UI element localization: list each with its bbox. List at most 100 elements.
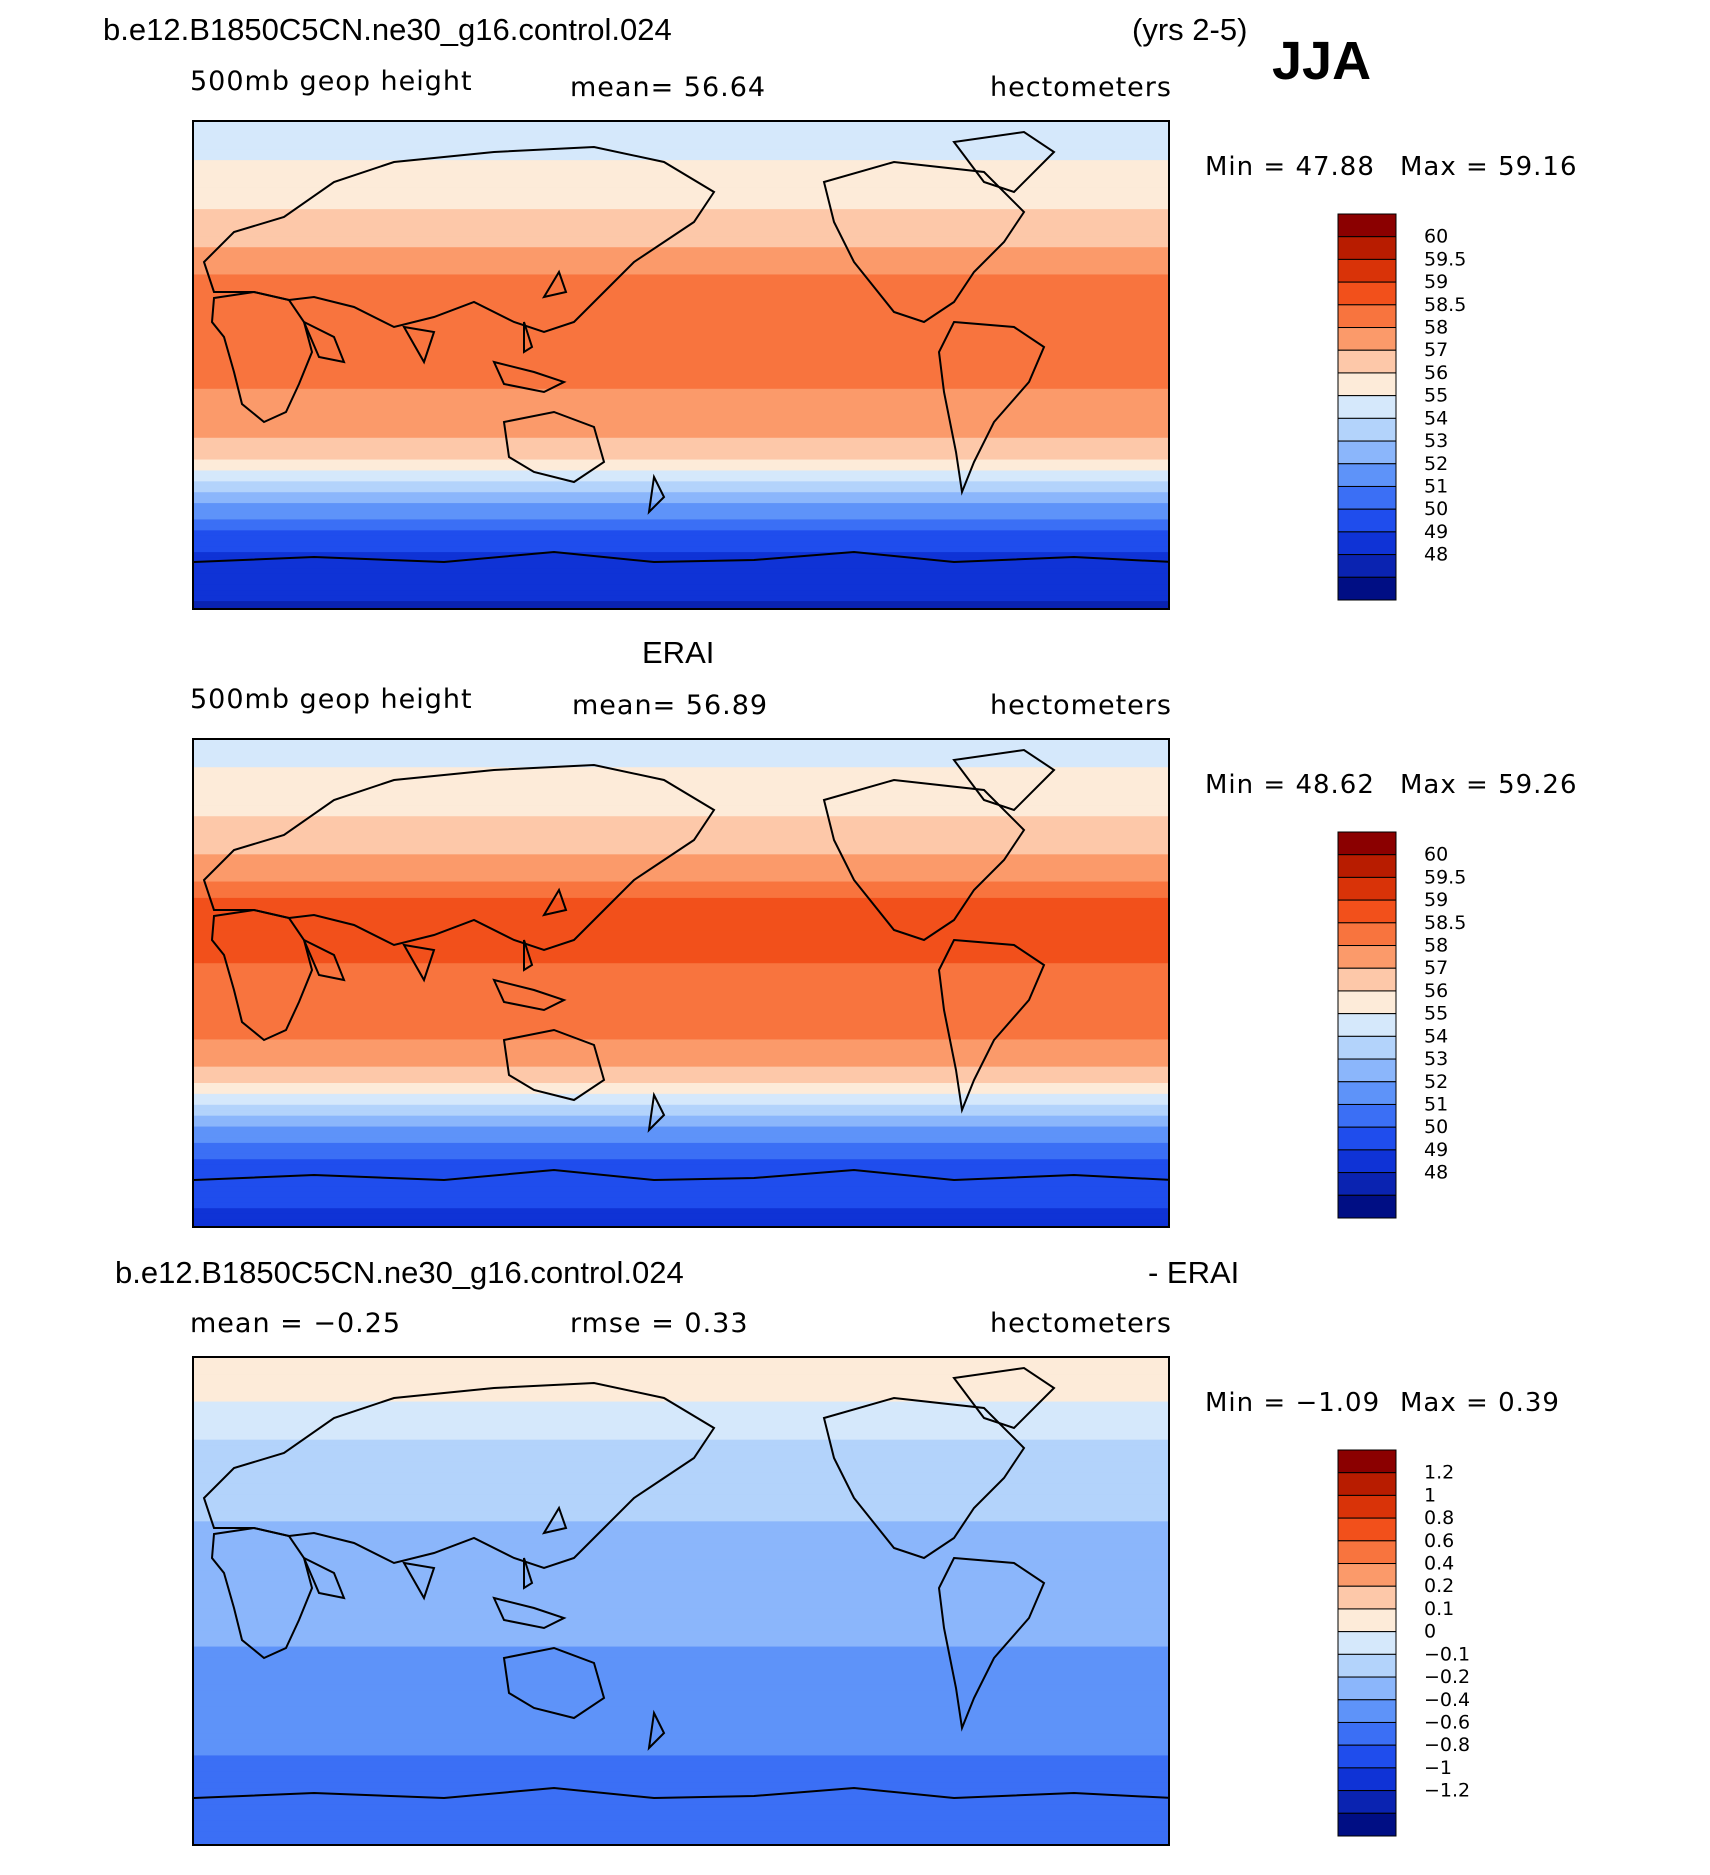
map-band [194,1077,1168,1084]
colorbar-swatch [1337,1540,1397,1565]
coastline [822,1396,1026,1560]
map-band [194,968,1168,975]
map-band [194,377,1168,384]
colorbar-label: 60 [1424,844,1448,866]
map-band [194,1483,1168,1490]
colorbar-swatch [1337,1013,1397,1037]
map-band [194,848,1168,855]
map-band [194,740,1168,747]
colorbar-swatch [1337,990,1397,1015]
coastline [492,978,567,1012]
panel1-units: hectometers [990,72,1172,103]
coastline [952,1366,1056,1430]
map-band [194,941,1168,948]
colorbar-swatch [1337,258,1397,283]
coastline [502,1646,606,1720]
colorbar-label: −0.6 [1424,1711,1470,1733]
map-band [194,892,1168,899]
map-band [194,1099,1168,1106]
colorbar-label: 49 [1424,521,1448,543]
colorbar-label: 60 [1424,226,1448,248]
colorbar-label: 54 [1424,407,1448,429]
map-band [194,274,1168,281]
map-band [194,1472,1168,1479]
map-band [194,1711,1168,1718]
map-band [194,1034,1168,1041]
map-band [194,356,1168,363]
map-band [194,1641,1168,1648]
colorbar-swatch [1337,236,1397,260]
panel2-max: Max = 59.26 [1400,770,1578,800]
panel2-colorbar: 60 59.5 59 58.5 58 57 56 55 54 53 52 51 50 49 48 [1337,831,1466,1219]
colorbar-label: 52 [1424,1071,1448,1093]
map-band [194,285,1168,292]
coastline [647,1091,666,1133]
map-band [194,1401,1168,1408]
map-band [194,832,1168,839]
map-band [194,1028,1168,1035]
map-band [194,312,1168,319]
panel3-mean: mean = −0.25 [190,1308,402,1339]
map-band [194,290,1168,297]
colorbar-label: 51 [1424,1093,1448,1115]
map-band [194,1564,1168,1571]
colorbar-swatch [1337,854,1397,878]
map-band [194,1554,1168,1561]
map-band [194,1782,1168,1789]
map-band [194,1066,1168,1073]
coastline [822,778,1026,942]
colorbar-swatch [1337,1126,1397,1151]
map-band [194,767,1168,774]
map-band [194,214,1168,221]
map-band [194,323,1168,330]
map-band [194,269,1168,276]
coastline [302,319,346,364]
map-band [194,459,1168,466]
coastline [952,748,1056,812]
map-band [194,1374,1168,1381]
map-band [194,1575,1168,1582]
map-band [194,1701,1168,1708]
panel2-mean: mean= 56.89 [572,690,769,721]
colorbar-swatch [1337,463,1397,487]
colorbar-swatch [1337,508,1397,533]
coastline [952,130,1056,194]
map-band [194,1717,1168,1724]
map-band [194,1706,1168,1713]
colorbar-label: 59.5 [1424,866,1466,888]
map-band [194,1826,1168,1833]
map-band [194,1597,1168,1604]
map-band [194,985,1168,992]
colorbar-swatch [1337,1631,1397,1655]
map-band [194,171,1168,178]
map-band [194,443,1168,450]
map-band [194,908,1168,915]
colorbar-swatch [1337,945,1397,969]
map-band [194,1164,1168,1171]
map-band [194,816,1168,823]
map-band [194,1679,1168,1686]
map-band [194,1104,1168,1111]
years-label: (yrs 2-5) [1132,12,1248,47]
panel2-units: hectometers [990,690,1172,721]
map-band [194,1815,1168,1822]
map-band [194,1202,1168,1209]
map-band [194,1771,1168,1778]
coastline [647,1709,666,1751]
diff-case-title: b.e12.B1850C5CN.ne30_g16.control.024 [115,1255,684,1290]
colorbar-swatch [1337,327,1397,351]
colorbar-label: 48 [1424,1162,1448,1184]
map-band [194,1208,1168,1215]
map-band [194,541,1168,548]
map-band [194,1777,1168,1784]
map-band [194,1570,1168,1577]
map-band [194,810,1168,817]
coastlines [194,1366,1168,1800]
map-band [194,426,1168,433]
map-band [194,192,1168,199]
coastline [523,1557,534,1590]
map-band [194,789,1168,796]
colorbar-label: −0.1 [1424,1643,1470,1665]
coastlines [194,130,1168,564]
colorbar-swatch [1337,1699,1397,1723]
